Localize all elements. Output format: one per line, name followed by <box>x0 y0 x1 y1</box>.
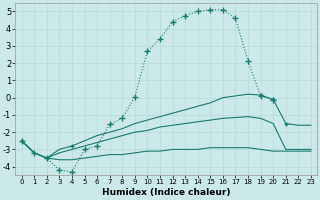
X-axis label: Humidex (Indice chaleur): Humidex (Indice chaleur) <box>102 188 230 197</box>
